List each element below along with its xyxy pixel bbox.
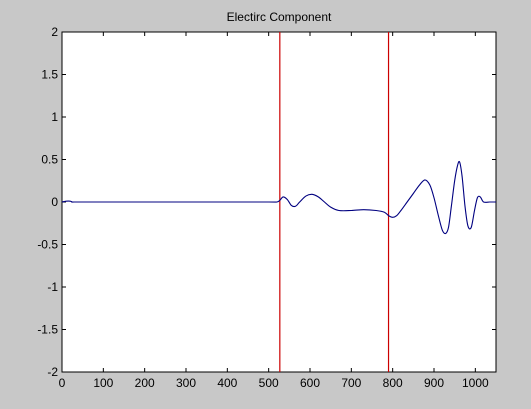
y-tick-label: -0.5 bbox=[37, 238, 58, 252]
x-tick-label: 600 bbox=[300, 376, 320, 390]
x-tick-label: 200 bbox=[135, 376, 155, 390]
y-tick-label: -1.5 bbox=[37, 323, 58, 337]
y-axis: -2 -1.5 -1 -0.5 0 0.5 1 1.5 2 bbox=[37, 25, 496, 379]
y-tick-label: 2 bbox=[51, 25, 58, 39]
series-group bbox=[61, 160, 496, 235]
x-tick-label: 700 bbox=[341, 376, 361, 390]
marker-lines bbox=[279, 32, 390, 372]
x-tick-label: 1000 bbox=[462, 376, 489, 390]
x-tick-label: 300 bbox=[176, 376, 196, 390]
chart-title: Electirc Component bbox=[227, 10, 332, 24]
y-tick-label: 1.5 bbox=[41, 68, 58, 82]
x-tick-label: 900 bbox=[424, 376, 444, 390]
y-tick-label: 0.5 bbox=[41, 153, 58, 167]
series-line bbox=[61, 160, 496, 235]
y-tick-label: -1 bbox=[47, 280, 58, 294]
x-tick-label: 0 bbox=[59, 376, 66, 390]
x-tick-label: 400 bbox=[217, 376, 237, 390]
x-tick-label: 800 bbox=[383, 376, 403, 390]
y-tick-label: 0 bbox=[51, 195, 58, 209]
x-axis: 0 100 200 300 400 500 600 700 800 900 1000 bbox=[59, 32, 489, 390]
x-tick-label: 100 bbox=[93, 376, 113, 390]
y-tick-label: 1 bbox=[51, 110, 58, 124]
x-tick-label: 500 bbox=[259, 376, 279, 390]
y-tick-label: -2 bbox=[47, 365, 58, 379]
